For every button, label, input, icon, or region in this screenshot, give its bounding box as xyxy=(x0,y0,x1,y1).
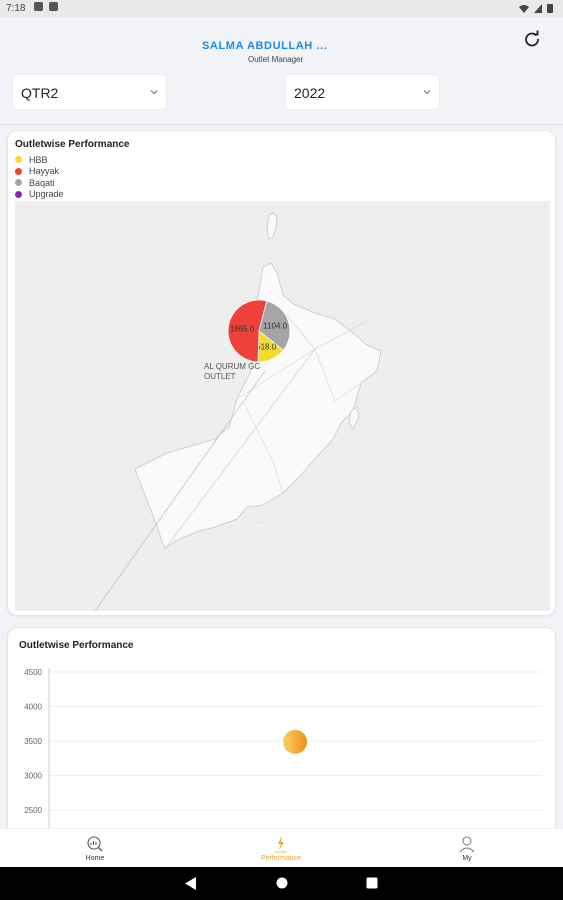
pie-label-hayyak: 1865.0 xyxy=(230,325,255,334)
svg-text:. . . .: . . . . xyxy=(253,519,263,525)
y-tick-label: 3000 xyxy=(24,772,42,781)
refresh-icon[interactable] xyxy=(522,29,542,49)
legend-label: HBB xyxy=(29,154,48,165)
recents-icon[interactable] xyxy=(366,877,378,889)
legend: HBB Hayyak Baqati Upgrade xyxy=(15,154,64,200)
year-select[interactable]: 2022 xyxy=(285,74,440,110)
system-icons xyxy=(519,3,553,13)
legend-dot xyxy=(15,190,22,198)
pie-label-hbb: 518.0 xyxy=(256,342,277,351)
scatter-chart[interactable]: 4500 4000 3500 3000 2500 xyxy=(8,656,557,838)
y-tick-label: 3500 xyxy=(24,737,42,746)
app-header: SALMA ABDULLAH ... Outlet Manager QTR2 2… xyxy=(0,17,563,125)
nav-home[interactable]: Home xyxy=(55,835,135,862)
quarter-select[interactable]: QTR2 xyxy=(12,74,167,110)
quarter-value: QTR2 xyxy=(21,85,59,101)
data-point[interactable] xyxy=(283,729,307,754)
home-chart-icon xyxy=(87,836,103,852)
nav-label: My xyxy=(462,855,472,862)
card-title: Outletwise Performance xyxy=(19,640,134,651)
status-time: 7:18 xyxy=(6,3,26,14)
home-icon[interactable] xyxy=(276,877,288,889)
pie-slice-hayyak[interactable] xyxy=(227,299,268,363)
bottom-nav: Home Performance My xyxy=(0,828,563,867)
y-tick-label: 2500 xyxy=(24,806,42,815)
battery-icon xyxy=(547,4,553,13)
pie-label-baqati: 1104.0 xyxy=(263,322,287,331)
notification-icon xyxy=(34,2,43,11)
map-performance-card: Outletwise Performance HBB Hayyak Baqati… xyxy=(7,130,556,616)
legend-label: Baqati xyxy=(29,177,55,188)
legend-label: Upgrade xyxy=(29,189,64,200)
status-bar: 7:18 xyxy=(0,0,563,17)
user-name: SALMA ABDULLAH ... xyxy=(202,40,328,52)
y-tick-label: 4500 xyxy=(24,668,42,677)
year-value: 2022 xyxy=(294,85,326,101)
outlet-label: AL QURUM GC xyxy=(204,362,260,371)
signal-icon xyxy=(534,3,542,13)
person-icon xyxy=(459,836,475,853)
legend-item: Upgrade xyxy=(15,189,64,201)
chevron-down-icon xyxy=(423,90,431,95)
android-nav-bar xyxy=(0,867,563,900)
legend-item: HBB xyxy=(15,154,64,166)
chevron-down-icon xyxy=(150,90,158,95)
legend-label: Hayyak xyxy=(29,166,60,177)
nav-label: Performance xyxy=(260,855,302,862)
scatter-performance-card: Outletwise Performance 4500 4000 3500 3000 2… xyxy=(7,627,557,838)
legend-item: Baqati xyxy=(15,177,64,189)
notification-icons xyxy=(34,2,58,11)
legend-dot xyxy=(15,167,22,175)
outlet-map[interactable]: . . . . 518.0 1865.0 1104.0 AL QURUM GC OU… xyxy=(15,201,550,611)
card-title: Outletwise Performance xyxy=(15,139,130,150)
nav-my[interactable]: My xyxy=(427,835,507,862)
outlet-label: OUTLET xyxy=(204,372,236,381)
notification-icon xyxy=(49,2,58,11)
wifi-icon xyxy=(519,4,529,13)
nav-label: Home xyxy=(85,855,105,862)
nav-performance[interactable]: Performance xyxy=(241,835,321,862)
legend-item: Hayyak xyxy=(15,166,64,178)
legend-dot xyxy=(15,156,22,164)
performance-icon xyxy=(275,836,287,853)
pie-slice-baqati[interactable] xyxy=(258,300,291,351)
user-role: Outlet Manager xyxy=(248,55,304,64)
legend-dot xyxy=(15,179,22,187)
back-icon[interactable] xyxy=(185,877,197,890)
y-tick-label: 4000 xyxy=(24,703,42,712)
